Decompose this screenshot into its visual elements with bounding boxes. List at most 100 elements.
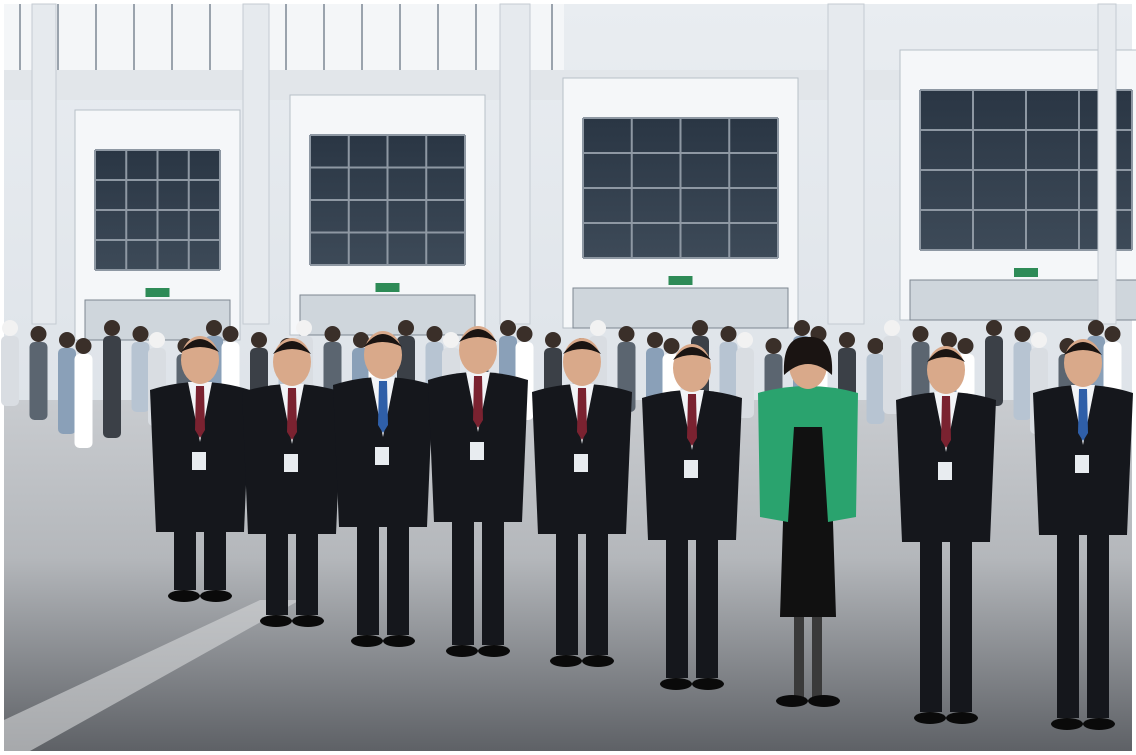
crowd-head bbox=[1014, 326, 1031, 342]
hair bbox=[563, 341, 601, 354]
leg bbox=[482, 502, 504, 645]
crowd-head bbox=[59, 332, 75, 348]
leg bbox=[696, 520, 718, 678]
shoe bbox=[808, 695, 840, 707]
shoe bbox=[292, 615, 324, 627]
crowd-head bbox=[30, 326, 47, 342]
crowd-body bbox=[1, 336, 19, 406]
shoe bbox=[660, 678, 692, 690]
crowd-head bbox=[149, 332, 165, 348]
person bbox=[333, 331, 433, 647]
shoe bbox=[914, 712, 946, 724]
crowd-head bbox=[324, 326, 341, 342]
crowd-head bbox=[765, 338, 782, 354]
tie bbox=[1078, 389, 1088, 441]
crowd-head bbox=[867, 338, 884, 354]
person bbox=[150, 336, 250, 602]
doorway bbox=[572, 287, 789, 329]
leg bbox=[296, 514, 318, 615]
badge bbox=[574, 454, 588, 472]
tie bbox=[473, 376, 483, 428]
person bbox=[1033, 339, 1133, 730]
crowd-head bbox=[1088, 320, 1104, 336]
crowd-head bbox=[912, 326, 929, 342]
crowd-head bbox=[957, 338, 974, 354]
crowd-head bbox=[500, 320, 516, 336]
crowd-body bbox=[29, 342, 48, 420]
crowd-body bbox=[58, 348, 76, 434]
crowd-head bbox=[590, 320, 606, 336]
exit-sign bbox=[145, 288, 170, 297]
badge bbox=[192, 452, 206, 470]
crowd-head bbox=[296, 320, 312, 336]
crowd-head bbox=[647, 332, 663, 348]
person bbox=[242, 338, 342, 627]
shoe bbox=[383, 635, 415, 647]
badge bbox=[470, 442, 484, 460]
tie bbox=[287, 388, 297, 440]
hair bbox=[364, 334, 402, 347]
crowd-head bbox=[398, 320, 414, 336]
hair bbox=[273, 341, 311, 354]
crowd-head bbox=[663, 338, 680, 354]
hair bbox=[673, 347, 711, 360]
leg bbox=[950, 522, 972, 712]
crowd-head bbox=[737, 332, 753, 348]
pillar bbox=[31, 3, 57, 325]
crowd-head bbox=[794, 320, 810, 336]
crowd-head bbox=[884, 320, 900, 336]
floor-reflection bbox=[4, 600, 300, 751]
crowd-head bbox=[222, 326, 239, 342]
shoe bbox=[1051, 718, 1083, 730]
crowd-body bbox=[131, 342, 150, 412]
jacket bbox=[758, 386, 858, 522]
shoe bbox=[692, 678, 724, 690]
hair bbox=[927, 349, 965, 362]
delegation bbox=[150, 326, 1133, 730]
crowd-head bbox=[206, 320, 222, 336]
crowd-body bbox=[985, 336, 1003, 406]
leg bbox=[666, 520, 688, 678]
shoe bbox=[200, 590, 232, 602]
person bbox=[896, 346, 996, 724]
badge bbox=[375, 447, 389, 465]
shoe bbox=[446, 645, 478, 657]
leg bbox=[556, 514, 578, 655]
leg bbox=[1087, 515, 1109, 718]
crowd-head bbox=[692, 320, 708, 336]
crowd-head bbox=[986, 320, 1002, 336]
crowd-head bbox=[516, 326, 533, 342]
shoe bbox=[351, 635, 383, 647]
shoe bbox=[776, 695, 808, 707]
crowd-body bbox=[866, 354, 885, 424]
crowd-head bbox=[545, 332, 561, 348]
shoe bbox=[582, 655, 614, 667]
pillar bbox=[1097, 3, 1117, 325]
exit-sign bbox=[1014, 268, 1038, 277]
crowd-head bbox=[941, 332, 957, 348]
shoe bbox=[1083, 718, 1115, 730]
hair bbox=[1064, 342, 1102, 355]
crowd-head bbox=[353, 332, 369, 348]
tie bbox=[941, 396, 951, 448]
exit-sign bbox=[668, 276, 693, 285]
pillar bbox=[242, 3, 270, 325]
doorway bbox=[299, 294, 476, 336]
crowd-head bbox=[2, 320, 18, 336]
badge bbox=[284, 454, 298, 472]
shoe bbox=[946, 712, 978, 724]
pillar bbox=[499, 3, 531, 325]
crowd-head bbox=[443, 332, 459, 348]
badge bbox=[684, 460, 698, 478]
shoe bbox=[478, 645, 510, 657]
leg bbox=[1057, 515, 1079, 718]
crowd-head bbox=[1104, 326, 1121, 342]
person bbox=[532, 338, 632, 667]
dress bbox=[780, 427, 836, 617]
leg bbox=[920, 522, 942, 712]
tie bbox=[195, 386, 205, 438]
tie bbox=[378, 381, 388, 433]
crowd-body bbox=[1013, 342, 1032, 420]
